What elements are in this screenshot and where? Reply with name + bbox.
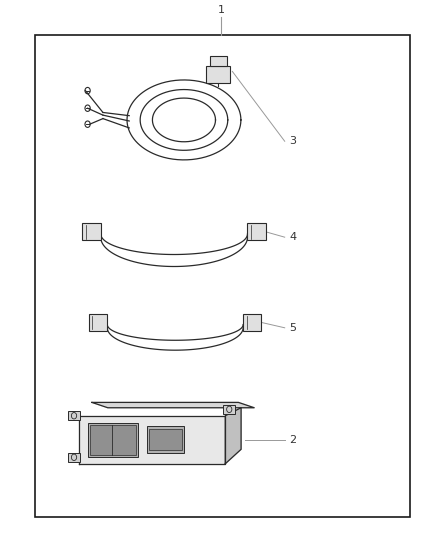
Bar [82,223,101,240]
Text: 2: 2 [289,435,296,445]
Polygon shape [92,402,254,408]
Bar [209,56,227,66]
Bar [35,35,410,517]
Bar [88,423,138,457]
Bar [89,314,107,331]
Bar [149,429,182,450]
Text: 3: 3 [289,136,296,146]
Text: 5: 5 [289,323,296,333]
Bar [68,411,80,420]
Polygon shape [79,416,225,464]
Bar [90,425,136,455]
Text: 1: 1 [218,5,225,15]
Bar [68,453,80,462]
Bar [206,66,230,83]
Polygon shape [225,408,241,464]
Bar [223,405,235,414]
Bar [247,223,266,240]
Bar [243,314,261,331]
Bar [147,426,184,453]
Text: 4: 4 [289,232,296,242]
